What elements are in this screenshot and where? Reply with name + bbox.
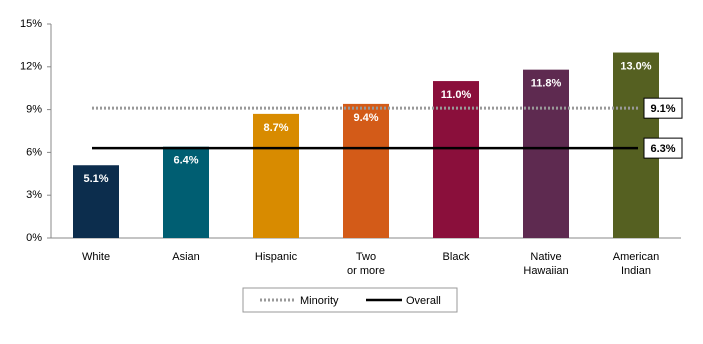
y-tick-label: 15%	[20, 18, 42, 30]
x-tick-label: Two or more	[347, 251, 385, 277]
bar	[433, 81, 479, 238]
reference-label: 6.3%	[650, 143, 675, 155]
y-tick-label: 9%	[26, 104, 42, 116]
x-tick-label: Black	[443, 251, 470, 263]
x-tick-label: American Indian	[613, 251, 659, 277]
legend-box	[242, 287, 458, 313]
reference-label-box	[643, 137, 683, 159]
bar	[73, 165, 119, 238]
bar	[343, 103, 389, 238]
y-tick-label: 6%	[26, 146, 42, 158]
bar	[523, 69, 569, 238]
value-label: 11.8%	[531, 78, 562, 90]
legend-label: Minority	[300, 295, 339, 307]
bar	[253, 113, 299, 238]
y-tick-label: 3%	[26, 189, 42, 201]
value-label: 6.4%	[173, 155, 198, 167]
x-tick-label: Asian	[172, 251, 200, 263]
value-label: 8.7%	[263, 122, 288, 134]
bar	[163, 146, 209, 238]
value-label: 9.4%	[353, 112, 378, 124]
reference-label: 9.1%	[650, 103, 675, 115]
y-tick-label: 12%	[20, 61, 42, 73]
x-tick-label: White	[82, 251, 110, 263]
reference-label-box	[643, 97, 683, 119]
x-tick-label: Native Hawaiian	[523, 251, 568, 277]
x-tick-label: Hispanic	[255, 251, 298, 263]
value-label: 13.0%	[620, 60, 651, 72]
value-label: 11.0%	[441, 89, 472, 101]
y-tick-label: 0%	[26, 232, 42, 244]
value-label: 5.1%	[83, 173, 108, 185]
legend-label: Overall	[406, 295, 441, 307]
